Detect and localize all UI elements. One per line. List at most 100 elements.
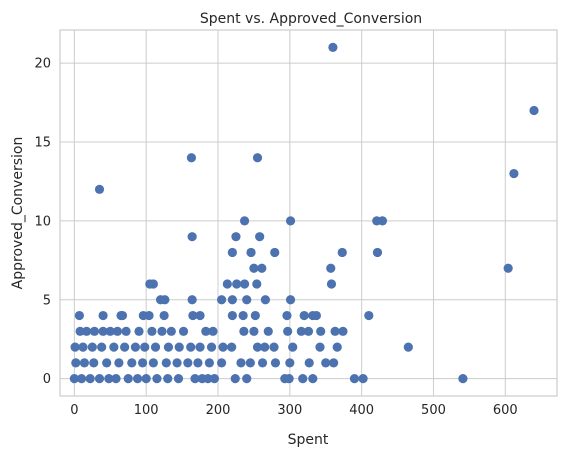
data-point <box>326 263 336 273</box>
data-point <box>377 216 388 226</box>
data-point <box>260 295 271 305</box>
data-point <box>173 374 184 384</box>
data-point <box>89 358 99 368</box>
data-point <box>71 358 81 368</box>
data-point <box>330 326 340 336</box>
y-axis-ticks: 0 5 10 15 20 <box>34 57 51 388</box>
data-point <box>98 310 108 321</box>
data-point <box>257 358 268 368</box>
data-point <box>255 232 265 242</box>
data-point <box>216 358 227 368</box>
data-point <box>227 247 237 258</box>
data-point <box>222 279 232 289</box>
data-point <box>249 263 259 273</box>
data-point <box>337 247 347 258</box>
y-tick-label: 0 <box>43 372 51 387</box>
data-point <box>76 374 87 384</box>
data-point <box>195 342 205 352</box>
data-point <box>70 342 80 352</box>
data-point <box>263 326 273 336</box>
x-axis-ticks: 0 100 200 300 400 500 600 <box>70 403 517 418</box>
x-tick-label: 500 <box>421 403 446 418</box>
data-point <box>270 358 281 368</box>
y-tick-label: 10 <box>34 214 51 229</box>
data-point <box>242 374 252 384</box>
y-tick-label: 5 <box>43 293 51 308</box>
data-point <box>195 310 205 321</box>
data-point <box>239 279 250 289</box>
data-point <box>227 310 237 321</box>
data-point <box>193 358 203 368</box>
data-point <box>358 374 368 384</box>
data-point <box>120 342 130 352</box>
data-point <box>85 374 95 384</box>
data-point <box>238 310 248 321</box>
x-tick-label: 400 <box>349 403 374 418</box>
data-point <box>78 342 88 352</box>
data-point <box>144 310 154 321</box>
data-point <box>458 374 468 384</box>
data-point <box>329 358 339 368</box>
data-point <box>304 358 314 368</box>
data-point <box>163 342 174 352</box>
data-point <box>159 310 169 321</box>
data-point <box>303 326 314 336</box>
data-point <box>298 374 308 384</box>
data-point <box>326 279 337 289</box>
data-point <box>121 326 131 336</box>
data-point <box>69 374 79 384</box>
data-point <box>296 326 306 336</box>
data-point <box>246 247 256 258</box>
data-point <box>87 342 97 352</box>
data-point <box>123 374 133 384</box>
data-point <box>152 374 162 384</box>
data-point <box>148 358 158 368</box>
data-point <box>227 295 237 305</box>
data-point <box>257 263 267 273</box>
data-point <box>285 216 296 226</box>
data-point <box>403 342 413 352</box>
data-point <box>190 374 200 384</box>
data-point <box>104 374 114 384</box>
chart-title: Spent vs. Approved_Conversion <box>200 11 422 27</box>
data-point <box>204 358 214 368</box>
data-point <box>308 374 318 384</box>
data-point <box>105 326 115 336</box>
data-point <box>172 358 182 368</box>
data-point <box>252 279 262 289</box>
data-point <box>187 232 197 242</box>
x-tick-label: 200 <box>206 403 231 418</box>
data-point <box>236 358 246 368</box>
data-point <box>163 374 173 384</box>
data-point <box>94 184 105 194</box>
data-points <box>69 42 539 384</box>
data-point <box>147 326 157 336</box>
data-point <box>282 310 292 321</box>
data-point <box>349 374 360 384</box>
data-point <box>94 374 105 384</box>
data-point <box>203 374 213 384</box>
data-point <box>206 342 217 352</box>
plot-frame <box>59 29 558 397</box>
data-point <box>245 358 255 368</box>
data-point <box>503 263 513 273</box>
y-tick-label: 15 <box>34 136 51 151</box>
data-point <box>315 342 325 352</box>
data-point <box>130 342 141 352</box>
data-point <box>79 358 90 368</box>
data-point <box>89 326 100 336</box>
data-point <box>242 295 252 305</box>
data-point <box>183 358 193 368</box>
data-point <box>161 358 171 368</box>
data-point <box>134 326 144 336</box>
data-point <box>160 295 170 305</box>
data-point <box>299 310 309 321</box>
data-point <box>102 358 112 368</box>
data-point <box>186 342 196 352</box>
data-point <box>132 374 143 384</box>
data-point <box>316 326 326 336</box>
data-point <box>112 326 123 336</box>
data-point <box>141 374 151 384</box>
data-point <box>74 310 84 321</box>
